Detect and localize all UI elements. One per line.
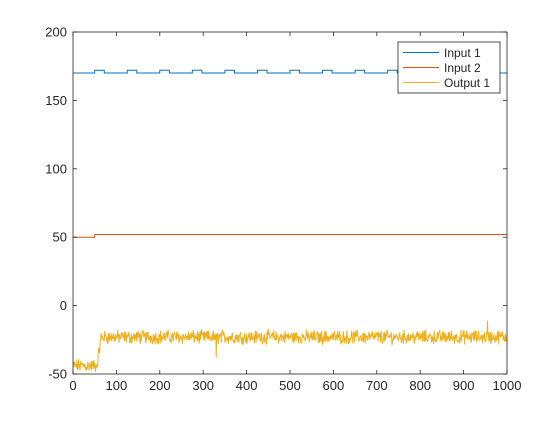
y-tick-label: 200 (45, 25, 67, 40)
legend-label-1[interactable]: Input 1 (444, 46, 481, 60)
y-tick-label: -50 (48, 367, 67, 382)
axes (72, 31, 508, 375)
x-tick-label: 900 (453, 378, 475, 393)
x-tick-label: 800 (409, 378, 431, 393)
x-tick-label: 600 (323, 378, 345, 393)
x-tick-label: 500 (279, 378, 301, 393)
x-tick-label: 200 (149, 378, 171, 393)
y-tick-label: 0 (60, 298, 67, 313)
tick-labels: 0 100 200 300 400 500 600 700 800 900 1000-5005010… (45, 25, 521, 394)
x-tick-label: 0 (69, 378, 76, 393)
series-line-3 (73, 320, 507, 372)
y-tick-label: 150 (45, 93, 67, 108)
x-tick-label: 300 (192, 378, 214, 393)
legend-box (397, 41, 501, 94)
x-tick-label: 400 (236, 378, 258, 393)
x-tick-label: 1000 (493, 378, 522, 393)
series-line-2 (73, 233, 507, 238)
y-tick-label: 50 (53, 230, 67, 245)
x-tick-label: 100 (106, 378, 128, 393)
legend-label-3[interactable]: Output 1 (444, 76, 490, 90)
x-tick-label: 700 (366, 378, 388, 393)
legend-label-2[interactable]: Input 2 (444, 61, 481, 75)
y-tick-label: 100 (45, 161, 67, 176)
